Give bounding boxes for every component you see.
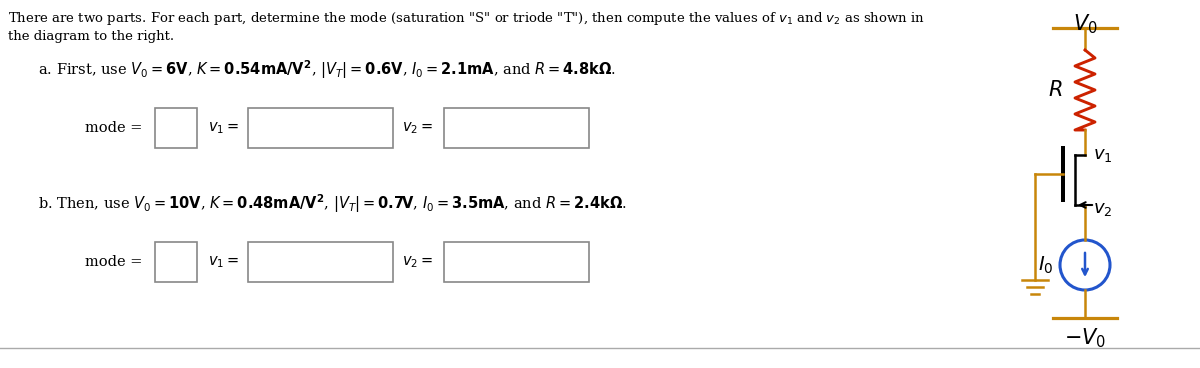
Bar bbox=[444, 108, 589, 148]
Text: $v_1 =$: $v_1 =$ bbox=[208, 120, 239, 136]
Text: $v_2$: $v_2$ bbox=[1093, 200, 1112, 218]
Bar bbox=[155, 108, 197, 148]
Text: mode =: mode = bbox=[85, 255, 143, 269]
Text: $v_1$: $v_1$ bbox=[1093, 146, 1112, 164]
Text: mode =: mode = bbox=[85, 121, 143, 135]
Text: the diagram to the right.: the diagram to the right. bbox=[8, 30, 174, 43]
Bar bbox=[248, 242, 394, 282]
Text: $v_1 =$: $v_1 =$ bbox=[208, 254, 239, 270]
Text: b. Then, use $V_0 = \mathbf{10V}$, $K = \mathbf{0.48mA/V^2}$, $|V_T| = \mathbf{0: b. Then, use $V_0 = \mathbf{10V}$, $K = … bbox=[38, 192, 626, 215]
Text: There are two parts. For each part, determine the mode (saturation "S" or triode: There are two parts. For each part, dete… bbox=[8, 10, 925, 27]
Text: $v_2 =$: $v_2 =$ bbox=[402, 254, 433, 270]
Text: $R$: $R$ bbox=[1049, 80, 1063, 100]
Bar bbox=[444, 242, 589, 282]
Text: a. First, use $V_0 = \mathbf{6V}$, $K = \mathbf{0.54mA/V^2}$, $|V_T| = \mathbf{0: a. First, use $V_0 = \mathbf{6V}$, $K = … bbox=[38, 58, 616, 81]
Bar bbox=[155, 242, 197, 282]
Text: $v_2 =$: $v_2 =$ bbox=[402, 120, 433, 136]
Bar bbox=[248, 108, 394, 148]
Text: $V_0$: $V_0$ bbox=[1073, 12, 1097, 36]
Text: $-V_0$: $-V_0$ bbox=[1064, 326, 1106, 350]
Text: $I_0$: $I_0$ bbox=[1038, 254, 1054, 276]
